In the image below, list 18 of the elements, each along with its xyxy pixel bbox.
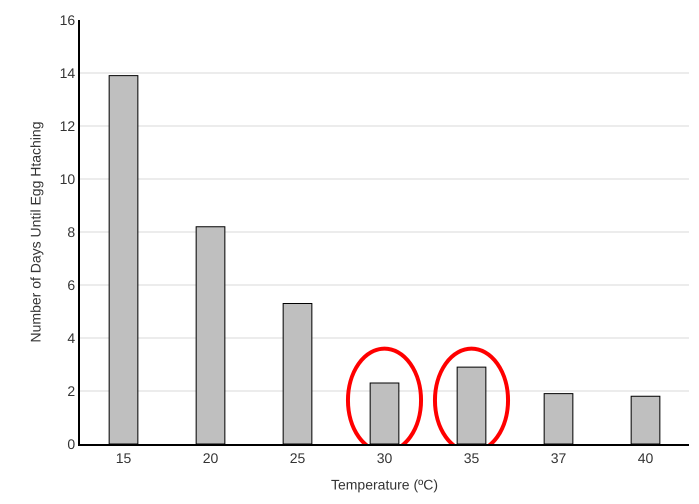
y-tick-label: 16 (60, 12, 76, 28)
y-tick-label: 6 (67, 276, 76, 293)
x-tick-label: 35 (464, 450, 480, 466)
x-tick-label: 40 (638, 450, 654, 466)
y-tick-label: 0 (67, 436, 76, 452)
y-axis-title: Number of Days Until Egg Htaching (28, 122, 44, 342)
y-tick-label: 12 (60, 118, 76, 134)
x-axis-title: Temperature (ºC) (330, 476, 438, 493)
y-tick-label: 2 (67, 382, 76, 399)
y-tick-label: 14 (60, 64, 76, 81)
y-tick-label: 8 (67, 224, 76, 240)
x-tick-label: 37 (550, 450, 566, 466)
y-tick-label: 4 (67, 330, 76, 346)
y-tick-label: 10 (60, 170, 76, 187)
x-tick-label: 25 (290, 450, 306, 466)
x-tick-label: 20 (202, 450, 218, 466)
x-tick-label: 30 (376, 450, 392, 466)
x-tick-label: 15 (116, 450, 132, 466)
